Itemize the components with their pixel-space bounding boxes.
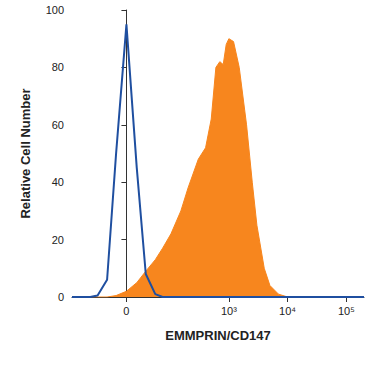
svg-text:0: 0 (123, 305, 129, 317)
svg-text:0: 0 (58, 291, 64, 303)
svg-text:20: 20 (52, 234, 64, 246)
svg-text:40: 40 (52, 176, 64, 188)
svg-text:Relative Cell Number: Relative Cell Number (18, 88, 33, 218)
svg-text:80: 80 (52, 61, 64, 73)
svg-text:100: 100 (46, 4, 64, 16)
svg-text:10⁴: 10⁴ (279, 305, 296, 317)
svg-text:EMMPRIN/CD147: EMMPRIN/CD147 (165, 328, 270, 343)
svg-text:60: 60 (52, 119, 64, 131)
svg-text:10⁵: 10⁵ (338, 305, 355, 317)
svg-text:10³: 10³ (221, 305, 237, 317)
